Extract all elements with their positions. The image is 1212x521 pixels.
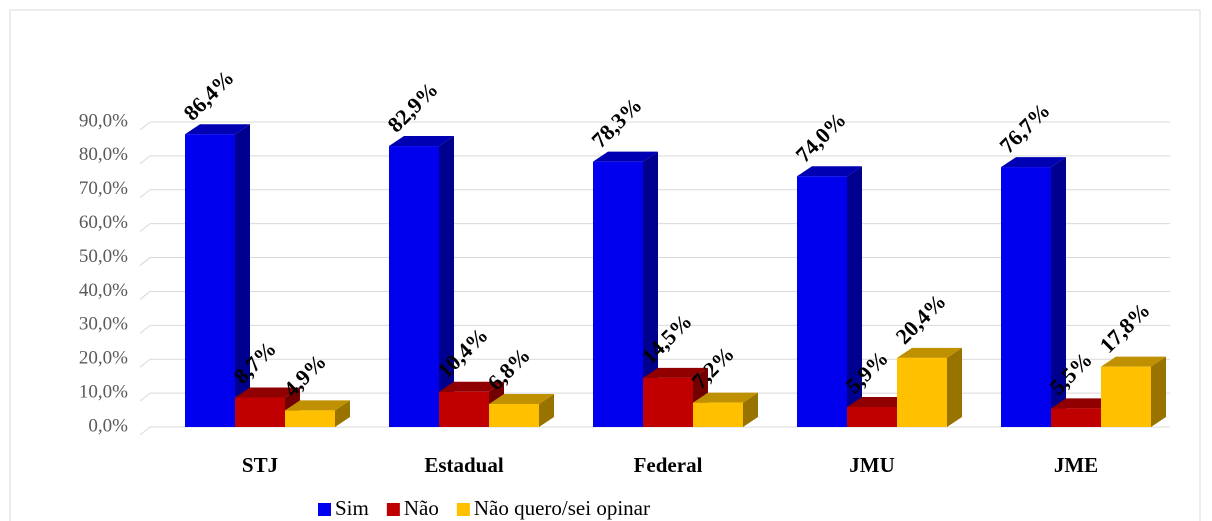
bar xyxy=(1101,366,1151,427)
x-tick-label: Estadual xyxy=(424,453,504,477)
y-tick-label: 50,0% xyxy=(79,246,128,267)
bar xyxy=(285,410,335,427)
bar-side xyxy=(743,392,758,427)
y-tick-label: 40,0% xyxy=(79,280,128,301)
grid-line xyxy=(139,257,151,266)
bar xyxy=(185,134,235,427)
bar-top xyxy=(285,400,350,411)
x-tick-label: Federal xyxy=(634,453,703,477)
bar-side xyxy=(235,124,250,427)
bar xyxy=(797,176,847,427)
bar-top xyxy=(235,387,300,398)
grid-line xyxy=(139,155,151,165)
legend-label: Não quero/sei opinar xyxy=(474,496,650,520)
grid-line xyxy=(139,358,151,368)
bar-top xyxy=(643,367,708,378)
grid-line xyxy=(139,324,151,334)
bar-top xyxy=(897,347,962,358)
bar-top xyxy=(185,124,250,135)
y-tick-label: 0,0% xyxy=(88,415,128,436)
bar xyxy=(847,407,897,427)
x-tick-label: JMU xyxy=(849,453,895,477)
y-tick-label: 10,0% xyxy=(79,381,128,402)
legend-swatch xyxy=(318,503,331,516)
bar xyxy=(389,146,439,428)
bar-top xyxy=(489,393,554,404)
grid-line xyxy=(139,189,151,199)
bar-top xyxy=(797,166,862,177)
grid-line xyxy=(139,121,151,131)
bar xyxy=(439,391,489,427)
bar xyxy=(1051,408,1101,427)
legend-label: Sim xyxy=(335,496,369,520)
bar-top xyxy=(693,392,758,403)
bar-side xyxy=(847,166,862,427)
bar-side xyxy=(643,151,658,427)
bar-side xyxy=(947,347,962,427)
legend-label: Não xyxy=(404,496,439,520)
y-tick-label: 80,0% xyxy=(79,144,128,165)
bar-top xyxy=(593,151,658,162)
y-tick-label: 20,0% xyxy=(79,348,128,369)
bar xyxy=(1001,167,1051,428)
bar-top xyxy=(1101,356,1166,367)
bar xyxy=(897,357,947,427)
bar-side xyxy=(1051,157,1066,428)
legend-swatch xyxy=(456,503,470,516)
grid-line xyxy=(139,291,151,300)
bar-top xyxy=(1051,398,1116,409)
bar xyxy=(693,402,743,427)
y-tick-label: 90,0% xyxy=(79,110,128,131)
y-tick-label: 60,0% xyxy=(79,212,128,233)
y-tick-label: 70,0% xyxy=(79,178,128,199)
bar xyxy=(643,377,693,427)
bar xyxy=(489,403,539,427)
bar-top xyxy=(847,397,912,408)
legend-swatch xyxy=(386,503,400,516)
bar-top xyxy=(389,136,454,147)
bar-top xyxy=(1001,157,1066,168)
x-tick-label: STJ xyxy=(242,453,278,477)
grid-line xyxy=(139,426,151,436)
x-tick-label: JME xyxy=(1054,453,1098,477)
grid-line xyxy=(139,223,151,233)
bar-top xyxy=(439,381,504,392)
bar xyxy=(235,397,285,427)
bar-side xyxy=(439,136,454,428)
bar xyxy=(593,161,643,427)
grid-line xyxy=(139,392,151,402)
bar-side xyxy=(1151,356,1166,427)
bar-side xyxy=(539,393,554,427)
bar-side xyxy=(335,400,350,427)
y-tick-label: 30,0% xyxy=(79,314,128,335)
